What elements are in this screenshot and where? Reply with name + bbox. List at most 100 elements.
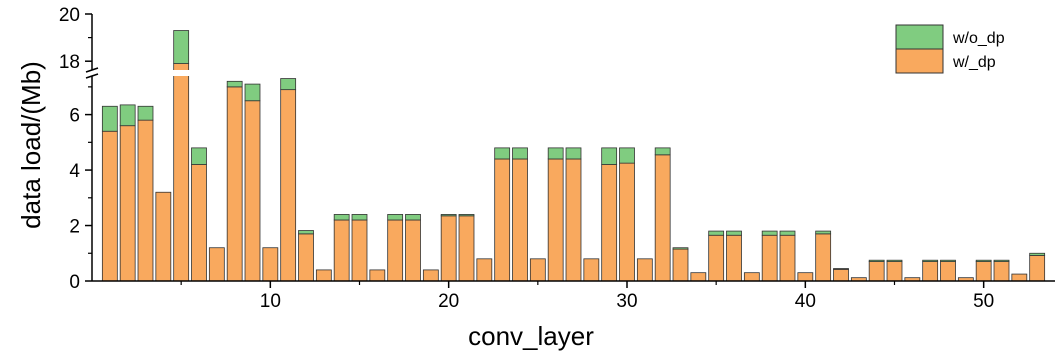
bar-wo-dp xyxy=(458,214,475,217)
bar-wo-dp xyxy=(298,230,314,235)
bar-wo-dp xyxy=(137,105,154,121)
legend: w/o_dp w/_dp xyxy=(895,24,1005,74)
axis-break-gap xyxy=(82,70,202,76)
bar-w-dp xyxy=(155,191,172,282)
y-tick-label: 2 xyxy=(69,217,80,238)
bar-w-dp xyxy=(405,219,421,282)
y-tick-label: 0 xyxy=(69,272,80,293)
bar-w-dp xyxy=(262,247,279,282)
bar-w-dp xyxy=(351,219,368,282)
y-tick-label: 20 xyxy=(59,5,80,26)
bar-w-dp xyxy=(226,86,243,282)
bar-w-dp xyxy=(833,268,849,282)
bar-w-dp xyxy=(1011,273,1028,282)
bar-w-dp xyxy=(708,234,725,282)
bar-w-dp xyxy=(993,261,1010,282)
bar-wo-dp xyxy=(405,214,421,221)
bar-w-dp xyxy=(476,258,493,282)
bar-wo-dp xyxy=(1029,252,1046,256)
bar-w-dp xyxy=(173,63,190,282)
bar-w-dp xyxy=(779,234,796,282)
bar-w-dp xyxy=(458,215,475,282)
axis-break-mark xyxy=(85,73,99,79)
bar-w-dp xyxy=(797,272,814,282)
bar-w-dp xyxy=(369,269,386,282)
bar-w-dp xyxy=(672,248,689,282)
bar-wo-dp xyxy=(244,83,261,102)
bar-wo-dp xyxy=(833,268,849,270)
bar-wo-dp xyxy=(975,259,992,262)
bar-wo-dp xyxy=(333,214,350,221)
y-tick-label: 4 xyxy=(69,161,80,182)
bar-wo-dp xyxy=(940,259,956,262)
bar-wo-dp xyxy=(226,80,243,88)
bar-w-dp xyxy=(119,125,136,282)
bar-wo-dp xyxy=(726,230,742,236)
legend-label-without-dp: w/o_dp xyxy=(952,30,1005,47)
bar-wo-dp xyxy=(672,247,689,250)
legend-swatch-without-dp xyxy=(895,24,944,50)
bar-wo-dp xyxy=(922,259,939,262)
bar-w-dp xyxy=(333,219,350,282)
legend-label-with-dp: w/_dp xyxy=(952,54,996,71)
bar-w-dp xyxy=(815,233,832,282)
bar-w-dp xyxy=(868,261,885,282)
x-tick-label: 50 xyxy=(973,291,994,312)
bar-wo-dp xyxy=(868,259,885,262)
bar-wo-dp xyxy=(815,230,832,235)
bar-w-dp xyxy=(654,154,671,282)
bar-wo-dp xyxy=(351,214,368,221)
bar-wo-dp xyxy=(512,147,528,160)
x-tick-label: 10 xyxy=(260,291,281,312)
bar-wo-dp xyxy=(761,230,778,236)
bar-w-dp xyxy=(565,158,582,282)
bar-wo-dp xyxy=(440,214,457,217)
bar-wo-dp xyxy=(387,214,404,221)
legend-swatch-with-dp xyxy=(895,48,944,74)
bar-wo-dp xyxy=(494,147,511,160)
axes-group: 0 2 4 6 18 20 10 20 30 40 50 xyxy=(59,5,1055,312)
bar-w-dp xyxy=(440,215,457,282)
bar-wo-dp xyxy=(601,147,618,165)
bar-wo-dp xyxy=(565,147,582,160)
bar-w-dp xyxy=(137,119,154,282)
y-tick-label: 6 xyxy=(69,106,80,127)
bar-w-dp xyxy=(761,234,778,282)
x-tick-label: 40 xyxy=(795,291,816,312)
bar-w-dp xyxy=(743,272,760,282)
bar-wo-dp xyxy=(547,147,564,160)
y-tick-label: 18 xyxy=(59,52,80,73)
bars-group xyxy=(101,30,1046,282)
x-tick-label: 20 xyxy=(438,291,459,312)
bar-wo-dp xyxy=(119,104,136,127)
x-axis-title: conv_layer xyxy=(468,321,594,351)
x-tick-label: 30 xyxy=(616,291,637,312)
bar-w-dp xyxy=(191,164,207,282)
bar-w-dp xyxy=(619,162,635,282)
bar-wo-dp xyxy=(993,259,1010,262)
bar-wo-dp xyxy=(619,147,635,164)
bar-w-dp xyxy=(583,258,600,282)
bar-w-dp xyxy=(940,261,956,282)
bar-wo-dp xyxy=(779,230,796,236)
bar-w-dp xyxy=(101,130,118,282)
bar-w-dp xyxy=(280,89,297,282)
bar-w-dp xyxy=(975,261,992,282)
bar-w-dp xyxy=(422,269,439,282)
bar-wo-dp xyxy=(101,105,118,132)
bar-w-dp xyxy=(315,269,332,282)
bar-w-dp xyxy=(208,247,225,282)
bar-w-dp xyxy=(494,158,511,282)
bar-w-dp xyxy=(922,261,939,282)
bar-w-dp xyxy=(601,164,618,282)
bar-wo-dp xyxy=(886,259,903,262)
bar-w-dp xyxy=(547,158,564,282)
bar-w-dp xyxy=(529,258,546,282)
bar-w-dp xyxy=(690,272,707,282)
bar-w-dp xyxy=(512,158,528,282)
bar-w-dp xyxy=(1029,255,1046,282)
bar-wo-dp xyxy=(280,78,297,91)
y-axis-title: data load/(Mb) xyxy=(16,61,46,229)
bar-wo-dp xyxy=(654,147,671,156)
